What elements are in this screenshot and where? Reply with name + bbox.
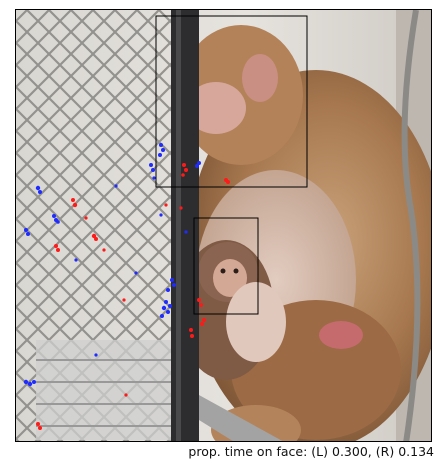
cage-bar-highlight: [176, 10, 181, 442]
caption-left-value: 0.300: [332, 444, 368, 459]
caption-right-key: (R): [376, 444, 394, 459]
image-panel: [15, 9, 432, 442]
photo-scene: [16, 10, 432, 442]
cage-bar: [171, 10, 199, 442]
caption-separator: ,: [368, 444, 372, 459]
caption-left-key: (L): [311, 444, 328, 459]
caption-label: prop. time on face:: [188, 444, 307, 459]
caption-right-value: 0.134: [398, 444, 434, 459]
caption: prop. time on face: (L) 0.300, (R) 0.134: [188, 444, 434, 459]
